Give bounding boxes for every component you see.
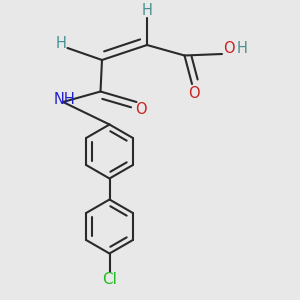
Text: O: O [188,85,199,100]
Text: Cl: Cl [102,272,117,286]
Text: H: H [56,36,67,51]
Text: O: O [223,41,234,56]
Text: O: O [135,102,147,117]
Text: H: H [142,3,152,18]
Text: NH: NH [54,92,75,106]
Text: H: H [237,41,248,56]
